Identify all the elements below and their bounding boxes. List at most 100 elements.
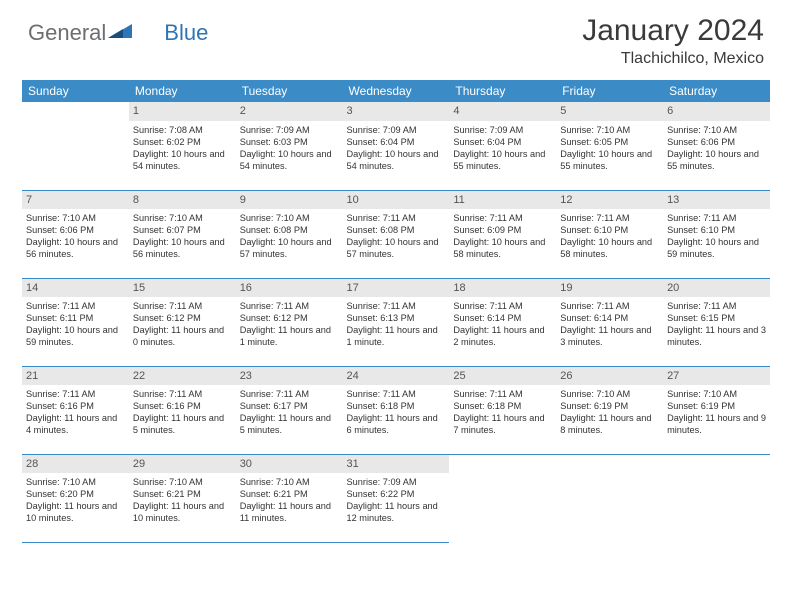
day-details: Sunrise: 7:11 AMSunset: 6:17 PMDaylight:… bbox=[240, 388, 339, 437]
day-details: Sunrise: 7:11 AMSunset: 6:14 PMDaylight:… bbox=[560, 300, 659, 349]
day-28: 28 Sunrise: 7:10 AMSunset: 6:20 PMDayligh… bbox=[22, 454, 129, 542]
day-number: 4 bbox=[449, 102, 556, 121]
logo: General Blue bbox=[28, 20, 208, 46]
day-number: 23 bbox=[236, 367, 343, 386]
day-number: 24 bbox=[343, 367, 450, 386]
day-details: Sunrise: 7:09 AMSunset: 6:04 PMDaylight:… bbox=[347, 124, 446, 173]
day-number: 31 bbox=[343, 455, 450, 474]
day-details: Sunrise: 7:11 AMSunset: 6:16 PMDaylight:… bbox=[26, 388, 125, 437]
day-details: Sunrise: 7:10 AMSunset: 6:07 PMDaylight:… bbox=[133, 212, 232, 261]
location-text: Tlachichilco, Mexico bbox=[582, 50, 764, 68]
day-details: Sunrise: 7:10 AMSunset: 6:05 PMDaylight:… bbox=[560, 124, 659, 173]
day-details: Sunrise: 7:10 AMSunset: 6:19 PMDaylight:… bbox=[667, 388, 766, 437]
weekday-monday: Monday bbox=[129, 80, 236, 102]
day-number: 6 bbox=[663, 102, 770, 121]
day-number: 26 bbox=[556, 367, 663, 386]
weekday-friday: Friday bbox=[556, 80, 663, 102]
day-number: 22 bbox=[129, 367, 236, 386]
day-10: 10Sunrise: 7:11 AMSunset: 6:08 PMDayligh… bbox=[343, 190, 450, 278]
day-3: 3 Sunrise: 7:09 AMSunset: 6:04 PMDaylight… bbox=[343, 102, 450, 190]
logo-word-general: General bbox=[28, 20, 106, 46]
day-details: Sunrise: 7:11 AMSunset: 6:18 PMDaylight:… bbox=[453, 388, 552, 437]
day-details: Sunrise: 7:10 AMSunset: 6:08 PMDaylight:… bbox=[240, 212, 339, 261]
title-block: January 2024 Tlachichilco, Mexico bbox=[582, 14, 764, 68]
day-number: 27 bbox=[663, 367, 770, 386]
day-31: 31 Sunrise: 7:09 AMSunset: 6:22 PMDayligh… bbox=[343, 454, 450, 542]
day-21: 21 Sunrise: 7:11 AMSunset: 6:16 PMDayligh… bbox=[22, 366, 129, 454]
day-23: 23 Sunrise: 7:11 AMSunset: 6:17 PMDayligh… bbox=[236, 366, 343, 454]
day-5: 5 Sunrise: 7:10 AMSunset: 6:05 PMDaylight… bbox=[556, 102, 663, 190]
day-details: Sunrise: 7:11 AMSunset: 6:12 PMDaylight:… bbox=[133, 300, 232, 349]
day-number: 1 bbox=[129, 102, 236, 121]
day-details: Sunrise: 7:10 AMSunset: 6:20 PMDaylight:… bbox=[26, 476, 125, 525]
day-details: Sunrise: 7:08 AMSunset: 6:02 PMDaylight:… bbox=[133, 124, 232, 173]
day-12: 12 Sunrise: 7:11 AMSunset: 6:10 PMDayligh… bbox=[556, 190, 663, 278]
day-details: Sunrise: 7:10 AMSunset: 6:21 PMDaylight:… bbox=[133, 476, 232, 525]
day-27: 27 Sunrise: 7:10 AMSunset: 6:19 PMDayligh… bbox=[663, 366, 770, 454]
day-number: 20 bbox=[663, 279, 770, 298]
day-17: 17Sunrise: 7:11 AMSunset: 6:13 PMDayligh… bbox=[343, 278, 450, 366]
day-18: 18 Sunrise: 7:11 AMSunset: 6:14 PMDayligh… bbox=[449, 278, 556, 366]
day-number: 28 bbox=[22, 455, 129, 474]
day-number: 14 bbox=[22, 279, 129, 298]
day-number: 8 bbox=[129, 191, 236, 210]
page-title: January 2024 bbox=[582, 14, 764, 48]
day-11: 11 Sunrise: 7:11 AMSunset: 6:09 PMDayligh… bbox=[449, 190, 556, 278]
day-details: Sunrise: 7:09 AMSunset: 6:04 PMDaylight:… bbox=[453, 124, 552, 173]
day-number: 12 bbox=[556, 191, 663, 210]
empty-cell bbox=[556, 454, 663, 542]
calendar-table: SundayMondayTuesdayWednesdayThursdayFrid… bbox=[22, 80, 770, 543]
header: General Blue January 2024 Tlachichilco, … bbox=[0, 0, 792, 80]
day-25: 25 Sunrise: 7:11 AMSunset: 6:18 PMDayligh… bbox=[449, 366, 556, 454]
day-details: Sunrise: 7:11 AMSunset: 6:08 PMDaylight:… bbox=[347, 212, 446, 261]
day-6: 6Sunrise: 7:10 AMSunset: 6:06 PMDaylight… bbox=[663, 102, 770, 190]
day-24: 24 Sunrise: 7:11 AMSunset: 6:18 PMDayligh… bbox=[343, 366, 450, 454]
day-22: 22 Sunrise: 7:11 AMSunset: 6:16 PMDayligh… bbox=[129, 366, 236, 454]
day-2: 2 Sunrise: 7:09 AMSunset: 6:03 PMDaylight… bbox=[236, 102, 343, 190]
weekday-thursday: Thursday bbox=[449, 80, 556, 102]
day-4: 4 Sunrise: 7:09 AMSunset: 6:04 PMDaylight… bbox=[449, 102, 556, 190]
day-details: Sunrise: 7:11 AMSunset: 6:10 PMDaylight:… bbox=[560, 212, 659, 261]
empty-cell bbox=[449, 454, 556, 542]
day-number: 2 bbox=[236, 102, 343, 121]
weekday-header-row: SundayMondayTuesdayWednesdayThursdayFrid… bbox=[22, 80, 770, 102]
day-19: 19Sunrise: 7:11 AMSunset: 6:14 PMDayligh… bbox=[556, 278, 663, 366]
day-number: 16 bbox=[236, 279, 343, 298]
weekday-tuesday: Tuesday bbox=[236, 80, 343, 102]
day-8: 8 Sunrise: 7:10 AMSunset: 6:07 PMDaylight… bbox=[129, 190, 236, 278]
day-30: 30Sunrise: 7:10 AMSunset: 6:21 PMDayligh… bbox=[236, 454, 343, 542]
day-1: 1 Sunrise: 7:08 AMSunset: 6:02 PMDaylight… bbox=[129, 102, 236, 190]
day-7: 7Sunrise: 7:10 AMSunset: 6:06 PMDaylight… bbox=[22, 190, 129, 278]
day-9: 9Sunrise: 7:10 AMSunset: 6:08 PMDaylight… bbox=[236, 190, 343, 278]
day-15: 15 Sunrise: 7:11 AMSunset: 6:12 PMDayligh… bbox=[129, 278, 236, 366]
day-13: 13Sunrise: 7:11 AMSunset: 6:10 PMDayligh… bbox=[663, 190, 770, 278]
day-number: 11 bbox=[449, 191, 556, 210]
day-details: Sunrise: 7:11 AMSunset: 6:15 PMDaylight:… bbox=[667, 300, 766, 349]
weekday-sunday: Sunday bbox=[22, 80, 129, 102]
day-details: Sunrise: 7:10 AMSunset: 6:19 PMDaylight:… bbox=[560, 388, 659, 437]
day-number: 25 bbox=[449, 367, 556, 386]
day-details: Sunrise: 7:11 AMSunset: 6:10 PMDaylight:… bbox=[667, 212, 766, 261]
day-details: Sunrise: 7:11 AMSunset: 6:09 PMDaylight:… bbox=[453, 212, 552, 261]
day-details: Sunrise: 7:11 AMSunset: 6:18 PMDaylight:… bbox=[347, 388, 446, 437]
weekday-saturday: Saturday bbox=[663, 80, 770, 102]
weekday-wednesday: Wednesday bbox=[343, 80, 450, 102]
day-number: 15 bbox=[129, 279, 236, 298]
day-20: 20 Sunrise: 7:11 AMSunset: 6:15 PMDayligh… bbox=[663, 278, 770, 366]
day-number: 17 bbox=[343, 279, 450, 298]
day-details: Sunrise: 7:09 AMSunset: 6:03 PMDaylight:… bbox=[240, 124, 339, 173]
day-details: Sunrise: 7:10 AMSunset: 6:21 PMDaylight:… bbox=[240, 476, 339, 525]
day-14: 14Sunrise: 7:11 AMSunset: 6:11 PMDayligh… bbox=[22, 278, 129, 366]
logo-word-blue: Blue bbox=[164, 20, 208, 46]
empty-cell bbox=[663, 454, 770, 542]
day-16: 16Sunrise: 7:11 AMSunset: 6:12 PMDayligh… bbox=[236, 278, 343, 366]
day-number: 21 bbox=[22, 367, 129, 386]
day-details: Sunrise: 7:11 AMSunset: 6:16 PMDaylight:… bbox=[133, 388, 232, 437]
day-number: 5 bbox=[556, 102, 663, 121]
day-26: 26 Sunrise: 7:10 AMSunset: 6:19 PMDayligh… bbox=[556, 366, 663, 454]
day-number: 7 bbox=[22, 191, 129, 210]
day-details: Sunrise: 7:11 AMSunset: 6:14 PMDaylight:… bbox=[453, 300, 552, 349]
day-details: Sunrise: 7:09 AMSunset: 6:22 PMDaylight:… bbox=[347, 476, 446, 525]
day-number: 3 bbox=[343, 102, 450, 121]
day-number: 18 bbox=[449, 279, 556, 298]
